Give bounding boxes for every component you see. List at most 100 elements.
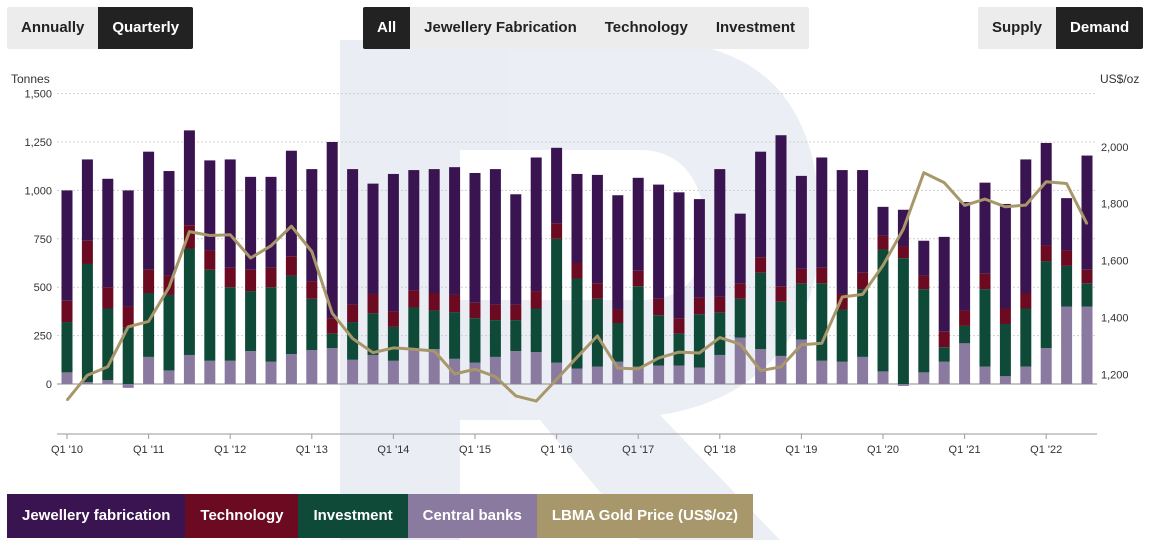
- bar-investment: [245, 291, 257, 352]
- sector-all-button[interactable]: All: [363, 7, 411, 49]
- bar-investment: [1061, 265, 1073, 307]
- bar-investment: [469, 318, 481, 363]
- side-supply-button[interactable]: Supply: [992, 19, 1043, 36]
- chart-legend: Jewellery fabrication Technology Investmen…: [7, 494, 753, 538]
- bar-jewellery: [816, 157, 828, 268]
- bar-technology: [836, 293, 848, 310]
- legend-item-investment[interactable]: Investment: [298, 494, 408, 538]
- bar-investment: [81, 263, 93, 383]
- gold-price-point: [86, 374, 89, 377]
- bar-technology: [1020, 293, 1032, 309]
- bar-central-banks: [673, 365, 685, 384]
- bar-investment: [918, 289, 930, 373]
- bar-investment: [775, 301, 787, 356]
- bar-technology: [122, 306, 134, 328]
- bar-central-banks: [938, 361, 950, 384]
- x-tick-label: Q1 '11: [133, 444, 164, 456]
- gold-price-point: [535, 400, 537, 402]
- bar-jewellery: [877, 206, 889, 236]
- bar-investment: [979, 289, 991, 367]
- gold-price-point: [127, 326, 129, 328]
- y-tick-label: 1,250: [24, 137, 52, 149]
- bar-central-banks: [530, 352, 542, 384]
- bar-investment: [61, 322, 73, 373]
- legend-item-technology[interactable]: Technology: [185, 494, 299, 538]
- legend-item-jewellery[interactable]: Jewellery fabrication: [7, 494, 186, 538]
- bar-technology: [959, 310, 971, 326]
- bar-central-banks: [306, 350, 318, 384]
- bar-jewellery: [367, 183, 379, 294]
- gold-price-point: [209, 234, 211, 237]
- x-tick-label: Q1 '16: [541, 444, 573, 456]
- gold-price-point: [290, 225, 293, 227]
- bar-investment: [591, 298, 603, 367]
- bar-jewellery: [81, 159, 93, 241]
- x-tick-label: Q1 '20: [867, 444, 899, 456]
- gold-price-point: [147, 320, 150, 323]
- gold-price-point: [188, 230, 191, 233]
- gold-price-point: [596, 335, 599, 337]
- bar-technology: [428, 293, 440, 311]
- period-annually-button[interactable]: Annually: [21, 19, 85, 36]
- bar-investment: [897, 258, 909, 384]
- bar-central-banks: [183, 354, 195, 384]
- sector-investment-button[interactable]: Investment: [715, 19, 796, 36]
- side-demand-button[interactable]: Demand: [1056, 7, 1144, 49]
- gold-price-point: [474, 368, 476, 371]
- gold-price-point: [1025, 204, 1027, 206]
- bar-jewellery: [571, 173, 583, 263]
- bar-technology: [816, 267, 828, 284]
- bar-central-banks: [653, 365, 665, 384]
- legend-item-gold-price[interactable]: LBMA Gold Price (US$/oz): [536, 494, 753, 538]
- bar-technology: [877, 235, 889, 250]
- bar-central-banks: [897, 384, 909, 386]
- bar-jewellery: [1061, 198, 1073, 251]
- period-quarterly-button[interactable]: Quarterly: [98, 7, 194, 49]
- bar-investment: [428, 310, 440, 350]
- bar-central-banks: [877, 371, 889, 384]
- bar-central-banks: [449, 358, 461, 384]
- bar-investment: [959, 325, 971, 344]
- bar-central-banks: [1081, 306, 1093, 384]
- y2-tick-label: 1,400: [1101, 312, 1129, 324]
- gold-price-point: [698, 352, 701, 354]
- bar-central-banks: [1020, 366, 1032, 384]
- bar-technology: [612, 309, 624, 324]
- bar-central-banks: [122, 384, 134, 388]
- sector-jewellery-fabrication-button[interactable]: Jewellery Fabrication: [424, 19, 577, 36]
- bar-technology: [714, 296, 726, 313]
- bar-jewellery: [1081, 155, 1093, 270]
- bar-central-banks: [693, 367, 705, 384]
- bar-investment: [183, 248, 195, 355]
- bar-investment: [367, 313, 379, 355]
- sector-technology-button[interactable]: Technology: [604, 19, 688, 36]
- bar-central-banks: [347, 359, 359, 384]
- gold-price-point: [861, 293, 864, 296]
- bar-investment: [224, 287, 236, 361]
- bar-jewellery: [122, 190, 134, 307]
- bar-investment: [857, 289, 869, 357]
- legend-item-central-banks[interactable]: Central banks: [407, 494, 537, 538]
- bar-investment: [510, 320, 522, 352]
- bar-jewellery: [1020, 159, 1032, 294]
- gold-price-point: [515, 395, 517, 397]
- bar-technology: [1081, 269, 1093, 284]
- bar-technology: [265, 267, 277, 288]
- y-tick-label: 250: [34, 331, 52, 343]
- bar-technology: [795, 268, 807, 284]
- bar-central-banks: [510, 351, 522, 384]
- bar-investment: [551, 238, 563, 363]
- bar-jewellery: [551, 147, 563, 224]
- y-tick-label: 750: [34, 234, 52, 246]
- bar-investment: [163, 294, 175, 371]
- bar-investment: [571, 278, 583, 369]
- bar-jewellery: [449, 167, 461, 295]
- bar-technology: [224, 267, 236, 288]
- gold-price-point: [1065, 182, 1068, 185]
- bar-investment: [612, 323, 624, 362]
- bar-technology: [591, 283, 603, 299]
- bar-central-banks: [265, 361, 277, 384]
- bar-jewellery: [285, 150, 297, 257]
- gold-price-point: [576, 356, 578, 359]
- bar-technology: [632, 270, 644, 287]
